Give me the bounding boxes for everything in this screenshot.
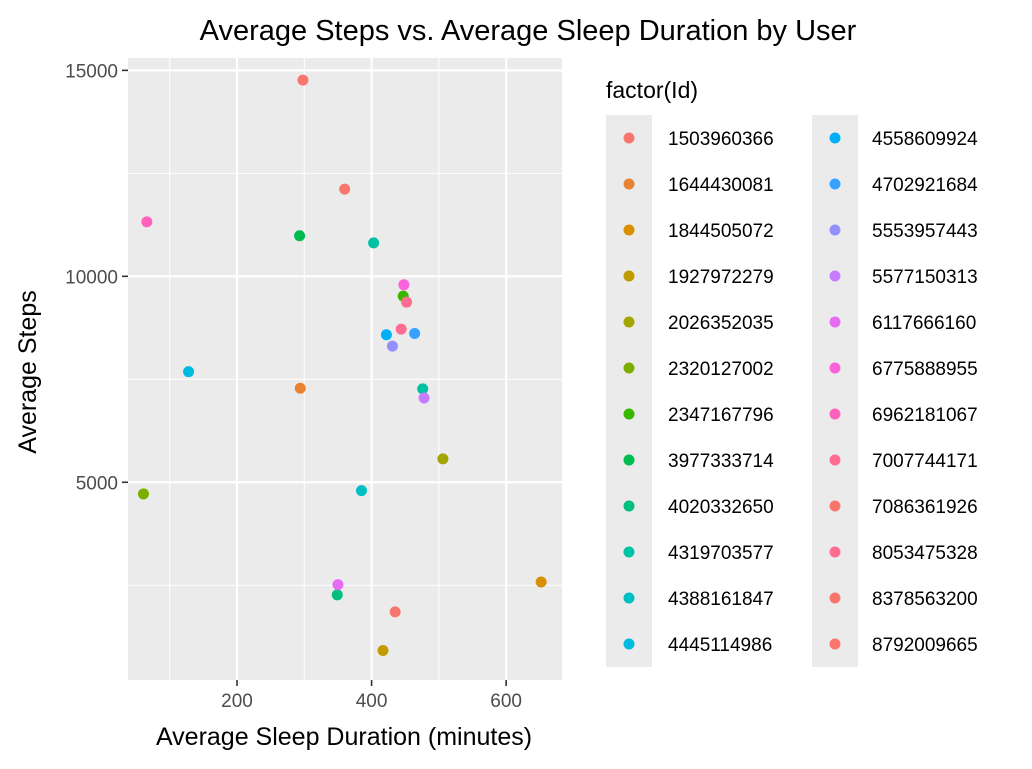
legend-label-4388161847: 4388161847 xyxy=(668,589,774,610)
data-point-7007744171 xyxy=(401,296,413,308)
legend-label-5577150313: 5577150313 xyxy=(872,267,978,288)
legend-key-3977333714 xyxy=(623,454,635,466)
legend-label-4445114986: 4445114986 xyxy=(668,635,772,656)
legend-label-2026352035: 2026352035 xyxy=(668,313,774,334)
data-point-4319703577 xyxy=(417,383,429,395)
x-tick-label: 400 xyxy=(356,691,388,712)
legend-key-2347167796 xyxy=(623,408,635,420)
legend-key-7086361926 xyxy=(829,500,841,512)
data-point-8378563200 xyxy=(389,606,401,618)
legend-label-4319703577: 4319703577 xyxy=(668,543,774,564)
data-point-4319703577 xyxy=(368,237,380,249)
legend-key-background xyxy=(812,115,858,667)
data-point-5577150313 xyxy=(418,392,430,404)
legend-key-1844505072 xyxy=(623,224,635,236)
legend-key-8792009665 xyxy=(829,638,841,650)
legend-key-4319703577 xyxy=(623,546,635,558)
plot-area: 200 400 600 5000 10000 15000 xyxy=(65,58,562,712)
legend-label-1844505072: 1844505072 xyxy=(668,221,774,242)
legend-label-8792009665: 8792009665 xyxy=(872,635,978,656)
legend-key-6775888955 xyxy=(829,362,841,374)
data-point-1927972279 xyxy=(377,645,389,657)
legend-label-2347167796: 2347167796 xyxy=(668,405,774,426)
y-tick-label: 5000 xyxy=(76,473,118,494)
data-point-5553957443 xyxy=(386,340,398,352)
legend-label-4558609924: 4558609924 xyxy=(872,129,978,150)
legend-label-7007744171: 7007744171 xyxy=(872,451,978,472)
data-point-8053475328 xyxy=(395,323,407,335)
legend-label-6775888955: 6775888955 xyxy=(872,359,978,380)
y-axis-label: Average Steps xyxy=(14,290,42,454)
legend-key-4702921684 xyxy=(829,178,841,190)
data-point-3977333714 xyxy=(294,230,306,242)
x-tick-label: 600 xyxy=(490,691,522,712)
data-point-1503960366 xyxy=(339,183,351,195)
chart-title: Average Steps vs. Average Sleep Duration… xyxy=(200,15,857,47)
legend-key-1644430081 xyxy=(623,178,635,190)
legend-key-2026352035 xyxy=(623,316,635,328)
data-point-6117666160 xyxy=(332,579,344,591)
legend-key-5553957443 xyxy=(829,224,841,236)
legend-label-1503960366: 1503960366 xyxy=(668,129,774,150)
x-tick-label: 200 xyxy=(221,691,253,712)
legend-key-6117666160 xyxy=(829,316,841,328)
x-axis-label: Average Sleep Duration (minutes) xyxy=(156,723,532,751)
legend-label-5553957443: 5553957443 xyxy=(872,221,978,242)
data-point-4702921684 xyxy=(409,327,421,339)
data-point-2320127002 xyxy=(137,488,149,500)
legend-label-4702921684: 4702921684 xyxy=(872,175,978,196)
legend-key-4445114986 xyxy=(623,638,635,650)
legend-key-1503960366 xyxy=(623,132,635,144)
legend-label-7086361926: 7086361926 xyxy=(872,497,978,518)
legend-key-7007744171 xyxy=(829,454,841,466)
legend-label-4020332650: 4020332650 xyxy=(668,497,774,518)
data-point-2026352035 xyxy=(437,453,449,465)
y-tick-label: 15000 xyxy=(65,61,118,82)
data-point-1644430081 xyxy=(294,382,306,394)
legend-label-6117666160: 6117666160 xyxy=(872,313,976,334)
legend-label-6962181067: 6962181067 xyxy=(872,405,978,426)
data-point-4445114986 xyxy=(183,366,195,378)
legend-label-8053475328: 8053475328 xyxy=(872,543,978,564)
legend-key-2320127002 xyxy=(623,362,635,374)
legend-label-8378563200: 8378563200 xyxy=(872,589,978,610)
data-point-1844505072 xyxy=(535,576,547,588)
legend-key-8053475328 xyxy=(829,546,841,558)
legend-label-1644430081: 1644430081 xyxy=(668,175,774,196)
y-tick-label: 10000 xyxy=(65,267,118,288)
legend-key-4020332650 xyxy=(623,500,635,512)
plot-panel xyxy=(128,58,562,680)
legend-label-3977333714: 3977333714 xyxy=(668,451,774,472)
legend-key-background xyxy=(606,115,652,667)
legend-label-2320127002: 2320127002 xyxy=(668,359,774,380)
data-point-4388161847 xyxy=(355,485,367,497)
legend-key-5577150313 xyxy=(829,270,841,282)
legend-key-6962181067 xyxy=(829,408,841,420)
data-point-4558609924 xyxy=(380,329,392,341)
legend-key-4388161847 xyxy=(623,592,635,604)
legend-label-1927972279: 1927972279 xyxy=(668,267,774,288)
legend: 1503960366 1644430081 1844505072 1927972279… xyxy=(606,115,978,667)
data-point-4020332650 xyxy=(331,589,343,601)
legend-key-1927972279 xyxy=(623,270,635,282)
legend-key-4558609924 xyxy=(829,132,841,144)
legend-title: factor(Id) xyxy=(606,77,698,103)
data-point-6962181067 xyxy=(141,216,153,228)
legend-key-8378563200 xyxy=(829,592,841,604)
data-point-7086361926 xyxy=(297,74,309,86)
data-point-6775888955 xyxy=(398,279,410,291)
